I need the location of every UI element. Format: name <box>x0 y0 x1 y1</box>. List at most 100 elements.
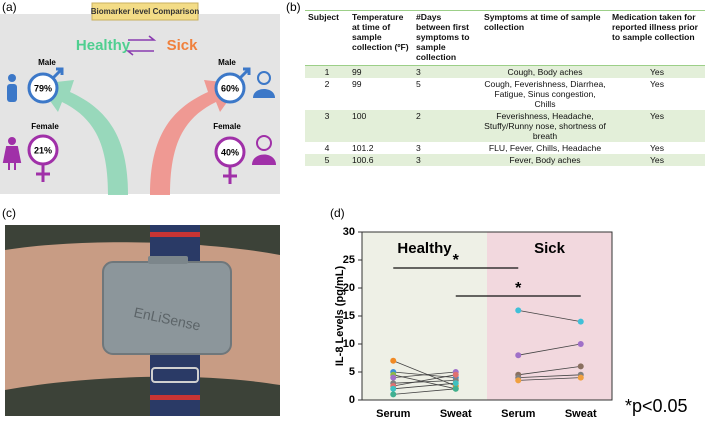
pair-line <box>518 343 581 356</box>
female-icon <box>8 137 16 145</box>
header-cell: Medication taken for reported illness pr… <box>609 10 705 66</box>
sick-female-icon <box>256 135 272 151</box>
pair-line <box>393 388 456 395</box>
table-cell: Yes <box>609 154 705 166</box>
data-point <box>577 363 584 370</box>
label: Male <box>218 58 236 67</box>
pair-line <box>518 310 581 322</box>
data-point <box>515 377 522 384</box>
male-icon <box>7 84 17 102</box>
table-row: 3 100 2 Feverishness, Headache, Stuffy/Runn… <box>305 110 705 142</box>
female-symbol <box>36 164 50 182</box>
data-point <box>390 385 397 392</box>
y-tick-label: 30 <box>343 226 355 238</box>
y-tick-label: 0 <box>349 394 355 406</box>
healthy-label: Healthy <box>76 37 131 54</box>
data-point <box>390 374 397 381</box>
table-cell: Cough, Feverishness, Diarrhea, Fatigue, … <box>484 79 606 109</box>
table-cell: Cough, Body aches <box>481 65 609 78</box>
pair-line <box>393 382 456 390</box>
table-row: 4 101.2 3 FLU, Fever, Chills, Headache Yes <box>305 142 705 154</box>
table-cell: Yes <box>609 65 705 78</box>
note: *p<0.05 <box>625 396 688 416</box>
sick-label: Sick <box>167 37 199 54</box>
pair-line <box>393 374 456 387</box>
title-box <box>91 2 199 21</box>
male-symbol <box>51 67 64 80</box>
table-cell: FLU, Fever, Chills, Headache <box>488 143 602 153</box>
sick-male-icon <box>257 71 271 85</box>
male-icon <box>8 74 16 82</box>
x-tick-label: Serum <box>501 408 535 420</box>
data-point <box>577 374 584 381</box>
table-cell: Yes <box>649 143 665 153</box>
data-point <box>577 318 584 325</box>
y-tick-label: 5 <box>349 366 355 378</box>
label: Female <box>31 122 59 131</box>
table-cell: Yes <box>649 79 665 89</box>
panel-label: (c) <box>2 206 16 220</box>
panel-label: (d) <box>330 206 345 220</box>
female-symbol <box>223 166 237 184</box>
data-point <box>577 341 584 347</box>
table-cell: 101.2 <box>352 143 374 153</box>
table-cell: 99 <box>352 79 362 89</box>
y-axis-label: IL-8 Levels (pg/mL) <box>334 266 346 367</box>
header-cell: #Days between first symptoms to sample c… <box>413 10 481 66</box>
data-point <box>515 307 522 314</box>
strap-stripe <box>150 395 200 400</box>
sick-male-icon <box>253 89 275 98</box>
header-cell: Subject <box>305 10 349 66</box>
panel-a-title: Biomarker level Comparison <box>91 7 200 16</box>
male-symbol <box>214 72 246 104</box>
label: Male <box>38 58 56 67</box>
x-tick-label: Sweat <box>565 408 597 420</box>
panel-label: (a) <box>2 0 17 14</box>
header-cell: Symptoms at time of sample collection <box>481 10 609 66</box>
table-cell: 3 <box>305 110 349 142</box>
table-row: 1 99 3 Cough, Body aches Yes <box>305 65 705 78</box>
table-cell: 5 <box>416 79 421 89</box>
y-tick-label: 10 <box>343 338 355 350</box>
table-cell: 1 <box>305 65 349 78</box>
data-point <box>452 385 459 392</box>
y-tick-label: 20 <box>343 282 355 294</box>
data-point <box>452 380 459 387</box>
header-row: Subject Temperature at time of sample col… <box>305 10 705 66</box>
group-label: Sick <box>534 240 566 257</box>
buckle <box>151 367 199 383</box>
sick-female-icon <box>252 154 276 165</box>
table-row: 2 99 5 Cough, Feverishness, Diarrhea, Fatig… <box>305 78 705 110</box>
table-cell: 4 <box>324 143 330 153</box>
pair-line <box>518 366 581 376</box>
male-symbol <box>238 67 251 80</box>
table-cell: Fever, Body aches <box>481 154 609 166</box>
pair-line <box>518 377 581 381</box>
table: Subject Temperature at time of sample col… <box>305 10 705 166</box>
table-cell: 2 <box>324 79 330 89</box>
pair-line <box>518 374 581 378</box>
pair-line <box>393 380 456 384</box>
x-tick-label: Serum <box>376 408 410 420</box>
label: Female <box>213 122 241 131</box>
group-background <box>362 232 487 400</box>
y-tick-label: 15 <box>343 310 355 322</box>
female-icon <box>2 146 22 170</box>
pair-line <box>393 371 456 378</box>
data-point <box>515 352 522 359</box>
table-cell: 2 <box>413 110 481 142</box>
table-cell: Yes <box>609 110 705 142</box>
table-row: 5 100.6 3 Fever, Body aches Yes <box>305 154 705 166</box>
table-cell: 3 <box>416 143 421 153</box>
data-point <box>390 391 397 398</box>
percent: 40% <box>221 147 239 157</box>
data-point <box>390 357 397 364</box>
table-cell: 3 <box>413 154 481 166</box>
y-tick-label: 25 <box>343 254 355 266</box>
pair-line <box>393 360 456 387</box>
percent: 21% <box>34 145 52 155</box>
table-cell: 3 <box>413 65 481 78</box>
percent: 60% <box>221 83 239 93</box>
table-cell: 100 <box>349 110 413 142</box>
